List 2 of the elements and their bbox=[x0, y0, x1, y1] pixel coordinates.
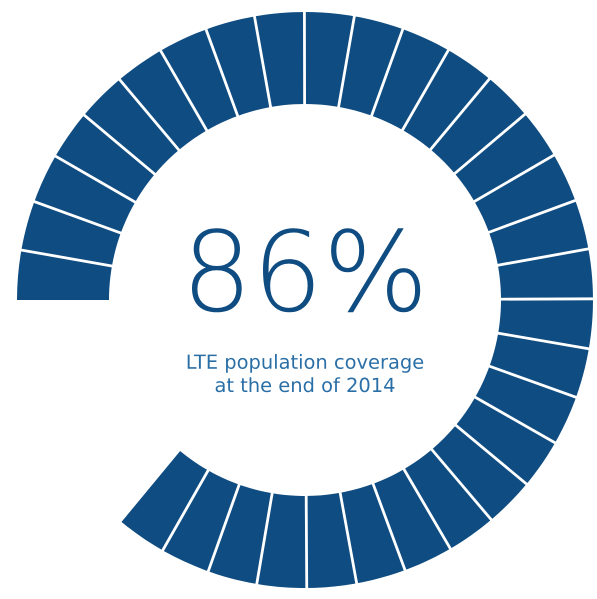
text: 86% bbox=[192, 228, 420, 312]
text: LTE population coverage at the end of 2014 bbox=[188, 354, 424, 392]
